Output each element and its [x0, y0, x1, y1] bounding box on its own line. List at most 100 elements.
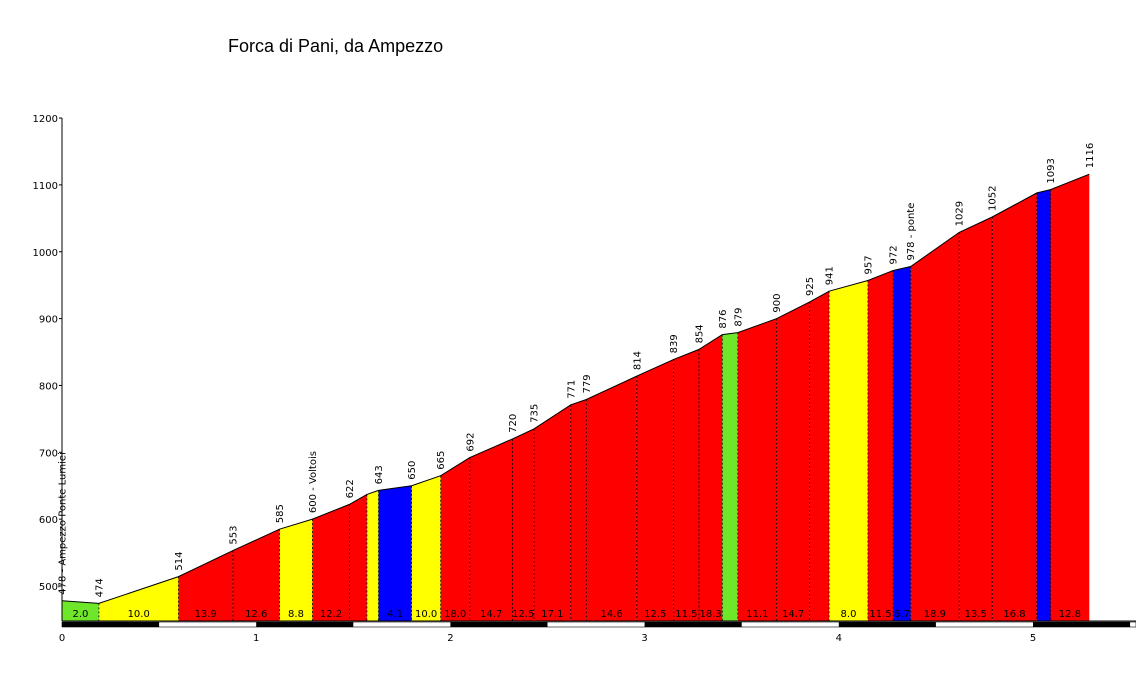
scale-block-2 [256, 622, 354, 627]
segment-26 [910, 232, 960, 621]
x-tick-label-1: 1 [253, 633, 259, 644]
segment-28 [992, 192, 1037, 621]
elevation-label-2: 514 [174, 551, 185, 570]
scale-block-4 [450, 622, 548, 627]
gradient-label-2: 13.9 [195, 609, 217, 620]
elevation-label-13: 735 [529, 404, 540, 423]
gradient-segments [62, 174, 1090, 621]
gradient-label-28: 16.8 [1003, 609, 1025, 620]
elevation-label-10: 665 [436, 451, 447, 470]
elevation-label-22: 925 [805, 277, 816, 296]
segment-25 [893, 266, 911, 621]
y-tick-label-1000: 1000 [33, 248, 58, 259]
x-tick-label-3: 3 [641, 633, 647, 644]
segment-30 [1050, 174, 1090, 621]
gradient-label-3: 12.6 [245, 609, 267, 620]
segment-12 [512, 428, 534, 621]
segment-17 [673, 349, 699, 621]
gradient-label-23: 8.0 [841, 609, 857, 620]
segment-9 [411, 475, 441, 621]
gradient-labels: 2.0 10.0 13.9 12.6 8.8 12.2 4.1 10.0 18.0 14.7 12.… [72, 609, 1081, 620]
gradient-label-16: 12.5 [644, 609, 666, 620]
segment-0 [62, 600, 99, 621]
elevation-label-19: 876 [718, 310, 729, 329]
x-tick-label-2: 2 [447, 633, 453, 644]
gradient-label-21: 14.7 [782, 609, 804, 620]
gradient-label-30: 12.8 [1059, 609, 1081, 620]
elevation-label-0: 478 - Ampezzo Ponte Lumiei [58, 452, 69, 595]
segment-15 [586, 376, 637, 621]
elevation-label-11: 692 [465, 432, 476, 451]
scale-frame [61, 621, 1136, 628]
elevation-label-20: 879 [733, 307, 744, 326]
gradient-label-4: 8.8 [288, 609, 304, 620]
elevation-label-21: 900 [772, 294, 783, 313]
gradient-label-11: 14.7 [480, 609, 502, 620]
distance-scale-bar: 0 1 2 3 4 5 [59, 621, 1136, 644]
gradient-label-20: 11.1 [746, 609, 768, 620]
y-tick-label-800: 800 [39, 381, 58, 392]
gradient-label-26: 18.9 [924, 609, 946, 620]
segment-14 [570, 399, 587, 621]
segment-23 [829, 280, 868, 621]
elevation-label-6: 622 [345, 479, 356, 498]
segment-5 [312, 504, 350, 621]
gradient-label-1: 10.0 [128, 609, 150, 620]
gradient-label-9: 10.0 [415, 609, 437, 620]
gradient-label-5: 12.2 [320, 609, 342, 620]
gradient-label-10: 18.0 [444, 609, 466, 620]
segment-6 [349, 494, 367, 621]
y-tick-label-600: 600 [39, 515, 58, 526]
y-tick-label-700: 700 [39, 448, 58, 459]
segment-10 [440, 457, 470, 621]
elevation-labels: 478 - Ampezzo Ponte Lumiei 474 514 553 585 60… [58, 143, 1096, 598]
segment-8 [378, 485, 412, 621]
x-tick-label-5: 5 [1030, 633, 1036, 644]
gradient-label-15: 14.6 [600, 609, 622, 620]
elevation-label-16: 814 [632, 351, 643, 370]
y-tick-label-900: 900 [39, 315, 58, 326]
elevation-label-4: 585 [275, 504, 286, 523]
gradient-label-0: 2.0 [72, 609, 88, 620]
profile-line [61, 173, 1090, 604]
gradient-label-24: 11.5 [869, 609, 891, 620]
elevation-label-3: 553 [228, 526, 239, 545]
gradient-label-27: 13.5 [965, 609, 987, 620]
elevation-label-26: 978 - ponte [906, 203, 917, 261]
segment-18 [699, 334, 723, 621]
segment-19 [722, 332, 738, 621]
segment-29 [1036, 189, 1051, 621]
segment-20 [737, 318, 777, 621]
elevation-label-25: 972 [889, 245, 900, 264]
scale-block-0 [62, 622, 160, 627]
elevation-label-17: 839 [669, 334, 680, 353]
elevation-label-9: 650 [407, 461, 418, 480]
chart-title: Forca di Pani, da Ampezzo [228, 36, 443, 56]
segment-13 [533, 404, 571, 621]
scale-block-10 [1033, 622, 1131, 627]
y-tick-label-500: 500 [39, 582, 58, 593]
segment-3 [232, 529, 280, 621]
segment-11 [469, 438, 513, 621]
elevation-label-23: 941 [825, 266, 836, 285]
scale-block-8 [838, 622, 936, 627]
gradient-label-17: 11.5 [675, 609, 697, 620]
elevation-label-31: 1116 [1085, 143, 1096, 168]
elevation-label-30: 1093 [1046, 158, 1057, 183]
elevation-label-14: 771 [566, 380, 577, 399]
segment-2 [178, 550, 233, 621]
segment-1 [98, 576, 179, 621]
segment-divider-lines [61, 173, 1090, 621]
elevation-label-27: 1029 [955, 201, 966, 226]
elevation-label-12: 720 [508, 414, 519, 433]
segment-27 [959, 217, 993, 621]
elevation-label-24: 957 [863, 255, 874, 274]
gradient-label-13: 17.1 [541, 609, 563, 620]
segment-7 [366, 490, 379, 621]
gradient-label-18: 18.3 [699, 609, 721, 620]
axes: 500 600 700 800 900 1000 1100 1200 [33, 114, 1136, 622]
x-tick-label-4: 4 [836, 633, 842, 644]
y-tick-label-1200: 1200 [33, 114, 58, 125]
elevation-label-5: 600 - Voltois [308, 451, 319, 513]
